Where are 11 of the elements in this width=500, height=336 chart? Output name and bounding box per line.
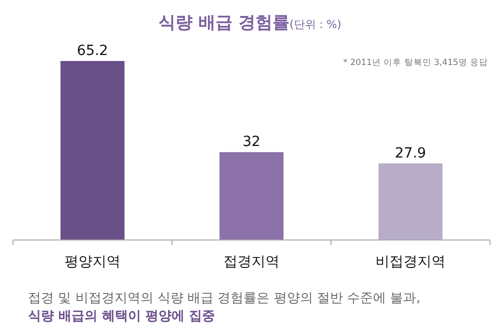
x-tick-label: 접경지역 [224, 254, 280, 270]
x-tick-label: 비접경지역 [376, 254, 446, 270]
data-label: 27.9 [394, 145, 426, 162]
text: 접경 및 비접경지역의 식량 배급 경험률은 평양의 절반 수준에 불과, [28, 291, 420, 306]
chart-subtitle: (단위 : %) [290, 18, 342, 31]
text: 식량 배급의 혜택이 평양에 집중 [28, 309, 216, 324]
x-tick-label: 평양지역 [64, 254, 120, 270]
chart-title: 식량 배급 경험률 [158, 13, 290, 33]
annotation: * 2011년 이후 탈북민 3,415명 응답 [343, 58, 488, 68]
data-label: 32 [242, 134, 260, 150]
data-label: 65.2 [76, 43, 108, 59]
